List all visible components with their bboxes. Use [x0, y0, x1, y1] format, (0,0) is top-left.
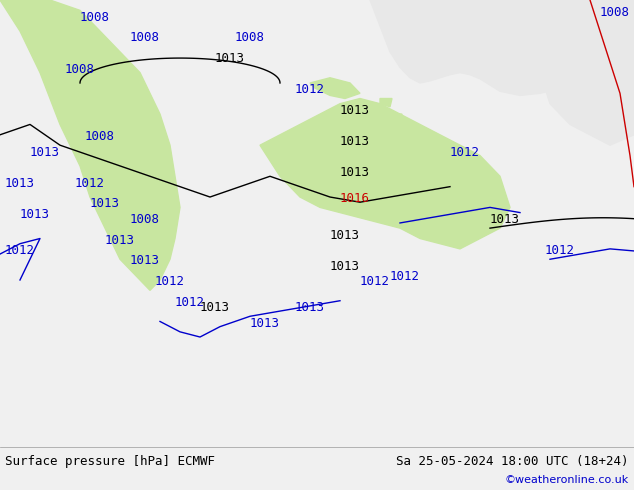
- Polygon shape: [380, 98, 392, 107]
- Text: 1013: 1013: [330, 260, 360, 272]
- Text: 1013: 1013: [330, 228, 360, 242]
- Polygon shape: [390, 114, 402, 122]
- Text: 1013: 1013: [490, 213, 520, 226]
- Text: 1016: 1016: [340, 192, 370, 205]
- Text: 1013: 1013: [340, 166, 370, 179]
- Polygon shape: [540, 0, 634, 145]
- Text: 1013: 1013: [30, 146, 60, 159]
- Text: 1008: 1008: [235, 31, 265, 45]
- Text: 1008: 1008: [130, 213, 160, 226]
- Text: 1012: 1012: [295, 83, 325, 97]
- Text: 1013: 1013: [90, 197, 120, 210]
- Polygon shape: [260, 98, 510, 249]
- Text: ©weatheronline.co.uk: ©weatheronline.co.uk: [505, 475, 629, 485]
- Text: 1008: 1008: [80, 11, 110, 24]
- Text: 1013: 1013: [295, 301, 325, 314]
- Text: Sa 25-05-2024 18:00 UTC (18+24): Sa 25-05-2024 18:00 UTC (18+24): [396, 455, 629, 468]
- Text: 1013: 1013: [215, 52, 245, 65]
- Text: 1012: 1012: [390, 270, 420, 283]
- Text: 1012: 1012: [155, 275, 185, 288]
- Text: 1013: 1013: [5, 177, 35, 190]
- Polygon shape: [410, 137, 422, 145]
- Text: 1012: 1012: [545, 244, 575, 257]
- Polygon shape: [0, 0, 180, 291]
- Text: 1013: 1013: [105, 234, 135, 246]
- Text: 1008: 1008: [85, 130, 115, 143]
- Text: 1012: 1012: [360, 275, 390, 288]
- Polygon shape: [370, 0, 634, 96]
- Text: 1013: 1013: [200, 301, 230, 314]
- Text: 1008: 1008: [65, 63, 95, 75]
- Text: 1012: 1012: [75, 177, 105, 190]
- Text: 1012: 1012: [5, 244, 35, 257]
- Text: 1008: 1008: [600, 5, 630, 19]
- Polygon shape: [310, 78, 360, 98]
- Text: 1013: 1013: [20, 208, 50, 221]
- Text: 1008: 1008: [130, 31, 160, 45]
- Text: 1013: 1013: [130, 254, 160, 268]
- Text: 1013: 1013: [250, 317, 280, 330]
- Text: 1013: 1013: [340, 135, 370, 148]
- Text: 1013: 1013: [340, 104, 370, 117]
- Text: 1012: 1012: [450, 146, 480, 159]
- Text: Surface pressure [hPa] ECMWF: Surface pressure [hPa] ECMWF: [5, 455, 215, 468]
- Polygon shape: [400, 126, 412, 135]
- Text: 1012: 1012: [175, 296, 205, 309]
